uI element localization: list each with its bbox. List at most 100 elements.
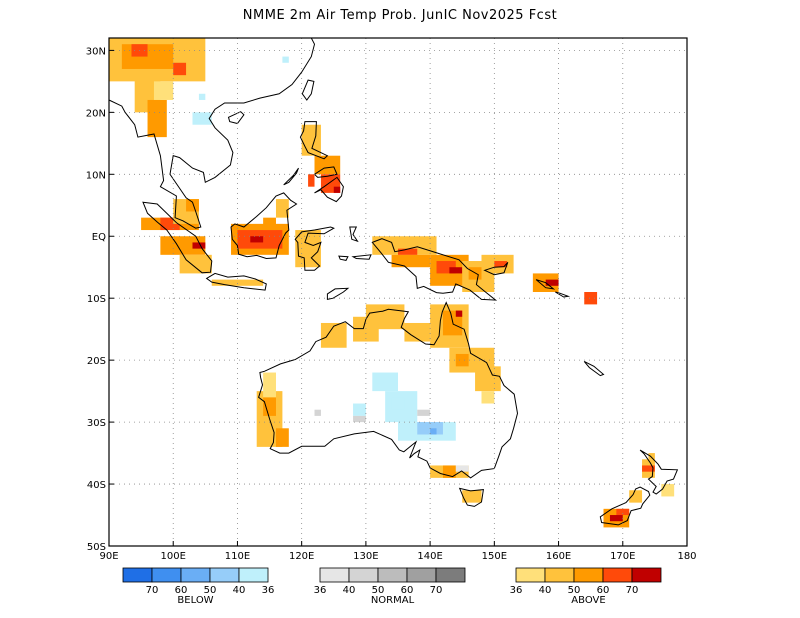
lat-tick-label: 30S — [87, 418, 106, 429]
legend-swatch — [209, 567, 240, 583]
prob-cell — [173, 62, 187, 76]
coastlines — [108, 37, 679, 526]
map-frame — [108, 37, 688, 547]
prob-cell — [584, 292, 598, 305]
lon-tick-label: 90E — [99, 551, 118, 562]
coast-sumatra — [142, 201, 213, 274]
prob-cell — [263, 397, 276, 416]
prob-cell — [295, 230, 321, 268]
coast-tasmania — [458, 487, 484, 507]
coast-asia — [108, 37, 316, 229]
lon-tick-label: 160E — [546, 551, 571, 562]
lon-tick-label: 120E — [289, 551, 314, 562]
legend-value: 40 — [539, 585, 552, 596]
prob-cell — [391, 254, 431, 268]
prob-cell — [275, 428, 289, 447]
prob-cell — [462, 490, 482, 503]
legend-swatch — [544, 567, 575, 583]
lat-tick-label: EQ — [92, 232, 106, 243]
prob-cell — [263, 217, 276, 231]
prob-cell — [430, 428, 437, 435]
coast-borneo — [230, 192, 298, 260]
prob-cell — [404, 322, 431, 342]
prob-cell — [275, 199, 289, 218]
prob-cell — [308, 174, 315, 187]
prob-cell — [642, 465, 655, 472]
legend-below: 70 60 50 40 36 BELOW — [122, 567, 274, 606]
legend-value: 36 — [314, 585, 327, 596]
prob-cell — [455, 465, 469, 472]
lat-tick-label: 40S — [87, 480, 106, 491]
lat-tick-label: 20S — [87, 356, 106, 367]
axis-ticks: 90E 100E 110E 120E 130E 140E 150E 160E 170E 180 30… — [86, 46, 697, 562]
prob-cell — [263, 372, 276, 398]
lon-tick-label: 180 — [677, 551, 696, 562]
legend-value: 60 — [175, 585, 188, 596]
prob-cell — [353, 415, 366, 423]
coast-new-caledonia — [583, 360, 605, 377]
legend-value: 70 — [430, 585, 443, 596]
legend-swatch — [180, 567, 211, 583]
prob-cell — [475, 366, 501, 392]
prob-cell — [455, 310, 463, 317]
coast-nz-north — [639, 449, 679, 495]
coast-solomon-1 — [535, 279, 556, 290]
lon-tick-label: 110E — [225, 551, 250, 562]
legend-value: 50 — [204, 585, 217, 596]
prob-cell — [661, 484, 675, 497]
prob-cell — [211, 279, 264, 286]
legend-swatch — [435, 567, 466, 583]
prob-cell — [160, 236, 206, 255]
legend-value: 60 — [597, 585, 610, 596]
legend-swatch — [122, 567, 153, 583]
prob-cell — [609, 515, 623, 522]
legend-value: 70 — [626, 585, 639, 596]
coast-timor — [326, 287, 350, 301]
legend-swatch — [406, 567, 437, 583]
lat-tick-label: 20N — [86, 108, 106, 119]
lon-tick-label: 150E — [482, 551, 507, 562]
legend-swatch — [151, 567, 182, 583]
legend-value: 40 — [343, 585, 356, 596]
coast-palawan — [283, 167, 299, 186]
prob-cell — [455, 353, 469, 367]
legend-title: ABOVE — [571, 595, 605, 606]
map-title: NMME 2m Air Temp Prob. JunIC Nov2025 Fcs… — [242, 8, 558, 23]
prob-cell — [481, 391, 495, 404]
lat-tick-label: 10S — [87, 294, 106, 305]
prob-cell — [192, 112, 212, 125]
prob-cell — [147, 99, 167, 138]
prob-cell — [153, 81, 174, 100]
lon-tick-label: 140E — [417, 551, 442, 562]
coast-new-guinea — [371, 238, 498, 301]
prob-cell — [629, 490, 643, 503]
prob-cell — [198, 93, 206, 100]
coast-new-britain — [483, 261, 509, 276]
coast-visayas — [313, 166, 338, 178]
lon-tick-label: 100E — [161, 551, 186, 562]
prob-cell — [417, 409, 431, 416]
legend-swatch — [573, 567, 604, 583]
lon-tick-label: 170E — [610, 551, 635, 562]
prob-cell — [365, 304, 405, 330]
legend-swatch — [238, 567, 269, 583]
prob-cell — [449, 267, 463, 274]
coast-seram — [351, 254, 372, 260]
legend-above: 36 40 50 60 70 ABOVE — [510, 567, 662, 606]
prob-cell — [250, 236, 264, 243]
probability-shading — [109, 38, 675, 528]
legend-value: 50 — [568, 585, 581, 596]
prob-cell — [179, 254, 212, 274]
coast-sulawesi — [294, 226, 335, 271]
legend-swatch — [348, 567, 379, 583]
coast-australia — [258, 301, 519, 479]
prob-cell — [314, 409, 321, 416]
coast-luzon — [299, 121, 329, 160]
lat-tick-label: 50S — [87, 542, 106, 553]
prob-cell — [353, 403, 366, 416]
coast-taiwan — [301, 79, 315, 101]
prob-cell — [186, 199, 199, 212]
prob-cell — [372, 372, 398, 392]
prob-cell — [616, 508, 630, 516]
